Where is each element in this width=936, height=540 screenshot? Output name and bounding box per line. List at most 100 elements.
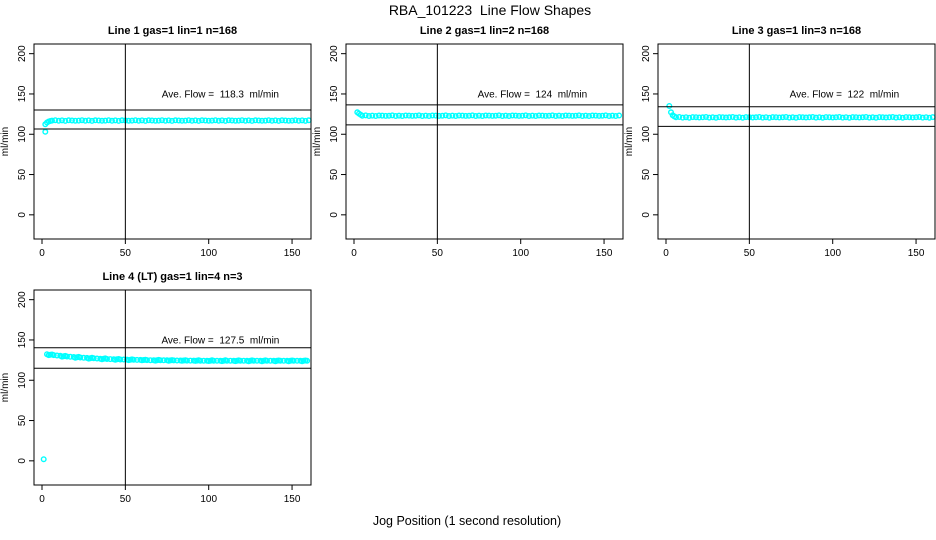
y-tick-label: 200 xyxy=(641,45,652,62)
x-tick-label: 100 xyxy=(512,248,529,259)
data-point xyxy=(806,114,813,121)
data-point xyxy=(218,358,225,365)
data-point xyxy=(716,114,723,121)
data-point xyxy=(372,112,379,119)
data-point xyxy=(155,117,162,124)
plot-frame xyxy=(657,43,936,240)
data-point xyxy=(205,358,212,365)
data-point xyxy=(195,117,202,124)
data-point xyxy=(112,117,119,124)
data-point xyxy=(402,112,409,119)
data-point xyxy=(709,114,716,121)
ave-flow-annotation: Ave. Flow = 127.5 ml/min xyxy=(161,336,279,347)
y-tick-label: 0 xyxy=(17,212,28,218)
data-point xyxy=(202,117,209,124)
y-tick-label: 100 xyxy=(329,125,340,142)
data-point xyxy=(592,112,599,119)
data-point xyxy=(158,117,165,124)
data-point xyxy=(95,117,102,124)
data-point xyxy=(285,117,292,124)
data-point xyxy=(436,112,443,119)
data-point xyxy=(422,112,429,119)
data-point xyxy=(52,117,59,124)
data-point xyxy=(609,112,616,119)
y-tick-label: 50 xyxy=(17,169,28,181)
data-point xyxy=(876,114,883,121)
data-point xyxy=(749,114,756,121)
data-point xyxy=(245,117,252,124)
panel-4-title: Line 4 (LT) gas=1 lin=4 n=3 xyxy=(102,271,242,283)
data-point xyxy=(893,114,900,121)
data-point xyxy=(289,357,296,364)
data-point xyxy=(509,112,516,119)
data-point xyxy=(138,357,145,364)
data-point xyxy=(859,114,866,121)
data-point xyxy=(112,356,119,363)
x-tick-label: 150 xyxy=(596,248,613,259)
data-point xyxy=(205,117,212,124)
data-point xyxy=(285,358,292,365)
data-point xyxy=(776,114,783,121)
data-point xyxy=(272,117,279,124)
data-point xyxy=(108,117,115,124)
y-tick-label: 100 xyxy=(17,125,28,142)
data-point xyxy=(753,114,760,121)
data-point xyxy=(168,117,175,124)
panel-2-title: Line 2 gas=1 lin=2 n=168 xyxy=(420,25,549,37)
data-point xyxy=(793,114,800,121)
data-point xyxy=(689,114,696,121)
data-point xyxy=(796,114,803,121)
data-point xyxy=(439,112,446,119)
data-point xyxy=(572,112,579,119)
data-point xyxy=(235,357,242,364)
data-point xyxy=(666,102,673,109)
data-point xyxy=(906,114,913,121)
data-point xyxy=(522,112,529,119)
data-point xyxy=(519,112,526,119)
x-tick-label: 50 xyxy=(432,248,444,259)
data-point xyxy=(192,357,199,364)
panel-3: Line 3 gas=1 lin=3 n=168 0 50 100 150 0 50 100 1… xyxy=(624,25,936,259)
data-point xyxy=(466,112,473,119)
data-point xyxy=(929,114,936,121)
data-point xyxy=(188,117,195,124)
data-point xyxy=(406,112,413,119)
x-tick-label: 150 xyxy=(284,248,301,259)
data-point xyxy=(459,112,466,119)
y-tick-label: 200 xyxy=(17,45,28,62)
data-point xyxy=(72,117,79,124)
data-point xyxy=(222,357,229,364)
data-point xyxy=(172,117,179,124)
data-point xyxy=(259,117,266,124)
data-point xyxy=(869,114,876,121)
data-point xyxy=(863,113,870,120)
data-point xyxy=(302,357,309,364)
data-point xyxy=(409,112,416,119)
data-point xyxy=(282,117,289,124)
ave-flow-annotation: Ave. Flow = 122 ml/min xyxy=(790,90,900,101)
data-point xyxy=(729,113,736,120)
data-point xyxy=(396,112,403,119)
data-point xyxy=(816,114,823,121)
data-point xyxy=(923,114,930,121)
data-point xyxy=(168,357,175,364)
data-point xyxy=(579,112,586,119)
data-point xyxy=(786,114,793,121)
data-point xyxy=(228,117,235,124)
data-point xyxy=(499,112,506,119)
data-point xyxy=(85,117,92,124)
data-point xyxy=(125,117,132,124)
data-point xyxy=(78,117,85,124)
data-point xyxy=(546,112,553,119)
data-point xyxy=(683,114,690,121)
y-axis-title: ml/min xyxy=(312,127,323,156)
data-point xyxy=(75,117,82,124)
data-point xyxy=(225,117,232,124)
data-point xyxy=(482,112,489,119)
data-point xyxy=(419,112,426,119)
data-point xyxy=(82,117,89,124)
data-point xyxy=(232,358,239,365)
y-tick-label: 50 xyxy=(641,169,652,181)
data-point xyxy=(379,112,386,119)
x-tick-label: 50 xyxy=(744,248,756,259)
